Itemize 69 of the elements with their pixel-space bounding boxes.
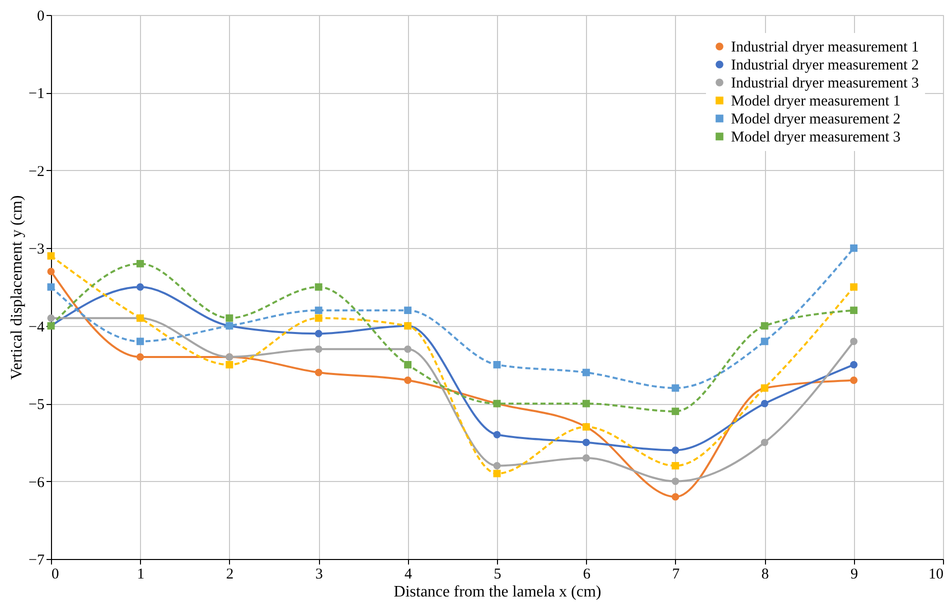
point [582, 368, 590, 376]
point [672, 384, 680, 392]
point [314, 330, 322, 338]
x-tick-label: 5 [494, 566, 502, 582]
y-tick-label: −3 [28, 242, 44, 258]
y-tick-label: 0 [37, 8, 44, 24]
point [582, 454, 590, 462]
y-tick-label: −5 [28, 397, 44, 414]
x-tick-label: 8 [761, 566, 769, 582]
point [404, 376, 412, 384]
legend-label: Industrial dryer measurement 3 [731, 76, 919, 92]
point [226, 361, 234, 368]
point [47, 314, 55, 322]
x-tick-label: 10 [928, 566, 944, 582]
y-tick-label: −6 [28, 474, 45, 491]
point [47, 268, 55, 276]
legend-label: Model dryer measurement 2 [731, 112, 901, 128]
x-tick-label: 7 [672, 566, 680, 582]
x-tick-label: 0 [52, 566, 59, 582]
point [760, 322, 768, 330]
y-tick-label: −4 [28, 319, 45, 336]
point [136, 353, 144, 361]
point [760, 338, 768, 346]
point [672, 462, 680, 470]
legend-label: Industrial dryer measurement 1 [731, 40, 919, 56]
point [850, 361, 858, 368]
x-tick-label: 6 [582, 566, 591, 582]
x-tick-label: 2 [226, 566, 234, 582]
x-axis-title: Distance from the lamela x (cm) [394, 584, 602, 600]
point [672, 408, 680, 416]
point [314, 306, 322, 314]
point [404, 306, 412, 314]
point [850, 306, 858, 314]
point [850, 244, 858, 252]
y-tick-label: −1 [28, 86, 44, 102]
point [136, 260, 144, 268]
point [226, 314, 234, 322]
point [582, 438, 590, 446]
point [850, 283, 858, 291]
y-axis-title: Vertical displacement y (cm) [8, 195, 26, 380]
point [672, 493, 680, 501]
point [493, 462, 501, 470]
point [314, 368, 322, 376]
point [404, 361, 412, 368]
legend-label: Model dryer measurement 3 [731, 130, 901, 146]
y-tick-label: −2 [28, 164, 44, 180]
point [850, 338, 858, 346]
point [850, 376, 858, 384]
point [47, 252, 55, 260]
point [760, 400, 768, 408]
point [672, 478, 680, 485]
x-tick-label: 1 [136, 566, 144, 582]
point [136, 338, 144, 346]
point [760, 438, 768, 446]
point [672, 446, 680, 454]
point [493, 430, 501, 438]
point [314, 283, 322, 291]
point [314, 314, 322, 322]
point [582, 400, 590, 408]
point [314, 345, 322, 353]
x-tick-label: 9 [850, 566, 858, 582]
point [404, 345, 412, 353]
x-tick-label: 4 [404, 566, 413, 582]
y-tick-label: −7 [28, 552, 45, 568]
x-tick-label: 3 [315, 566, 323, 582]
legend-label: Industrial dryer measurement 2 [731, 58, 919, 74]
point [493, 361, 501, 368]
legend-label: Model dryer measurement 1 [731, 94, 901, 110]
point [136, 283, 144, 291]
